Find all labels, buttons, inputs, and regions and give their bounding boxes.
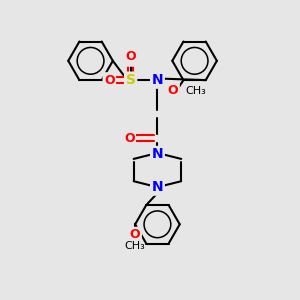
Text: CH₃: CH₃ [125, 241, 146, 251]
Text: S: S [126, 73, 136, 87]
Text: O: O [104, 74, 115, 87]
Text: O: O [130, 228, 140, 241]
Text: N: N [152, 180, 163, 194]
Text: CH₃: CH₃ [185, 85, 206, 95]
Text: N: N [152, 148, 163, 161]
Text: O: O [124, 132, 134, 145]
Text: O: O [125, 52, 136, 65]
Text: O: O [168, 84, 178, 97]
Text: O: O [125, 50, 136, 63]
Text: N: N [152, 73, 163, 87]
